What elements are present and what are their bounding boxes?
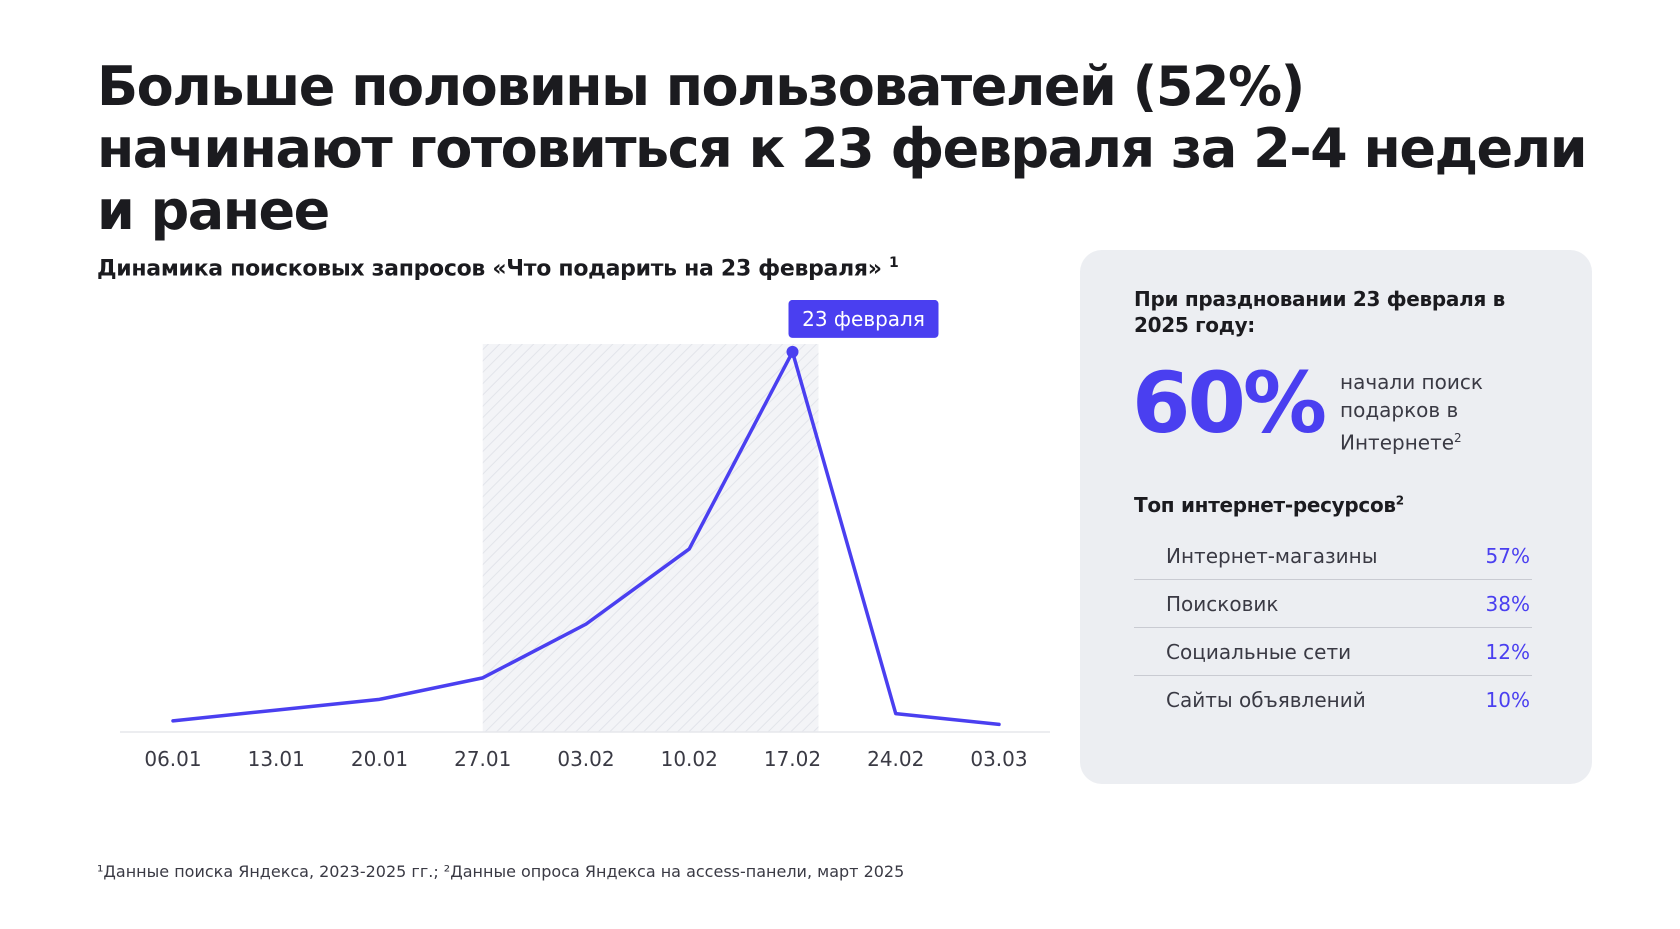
chart-title-text: Динамика поисковых запросов «Что подарит… xyxy=(97,256,882,282)
top-resources-footnote: 2 xyxy=(1395,493,1404,508)
peak-marker xyxy=(786,345,799,358)
resource-value: 10% xyxy=(1485,688,1530,712)
resource-name: Поисковик xyxy=(1166,591,1279,616)
big-stat-note: начали поиск подарков в Интернете2 xyxy=(1340,368,1540,457)
top-resources-heading: Топ интернет-ресурсов2 xyxy=(1134,493,1404,517)
x-tick-label: 10.02 xyxy=(661,747,718,771)
stats-card: При праздновании 23 февраля в 2025 году:… xyxy=(1080,250,1592,784)
line-chart: 06.01 13.01 20.01 27.01 03.02 10.02 17.02 24.02… xyxy=(120,300,1050,771)
page-title: Больше половины пользователей (52%) начи… xyxy=(97,55,1588,242)
resource-name: Сайты объявлений xyxy=(1166,688,1366,712)
x-tick-label: 27.01 xyxy=(454,747,511,771)
list-item: Интернет-магазины 57% xyxy=(1134,532,1532,580)
highlight-range xyxy=(482,344,819,732)
big-stat-value: 60% xyxy=(1132,354,1327,452)
x-tick-label: 24.02 xyxy=(867,747,924,771)
list-item: Сайты объявлений 10% xyxy=(1134,676,1532,724)
resource-name: Социальные сети xyxy=(1166,639,1352,664)
series-line xyxy=(171,350,1001,727)
top-resources-heading-text: Топ интернет-ресурсов xyxy=(1134,493,1396,517)
big-stat-note-text: начали поиск подарков в Интернете xyxy=(1340,370,1483,455)
x-tick-label: 06.01 xyxy=(144,747,201,771)
card-heading: При праздновании 23 февраля в 2025 году: xyxy=(1134,287,1506,337)
resources-list: Интернет-магазины 57% Поисковик 38% Соци… xyxy=(1134,532,1532,724)
chart-title-footnote-mark: 1 xyxy=(888,255,899,271)
x-tick-label: 13.01 xyxy=(248,747,305,771)
resource-value: 38% xyxy=(1485,591,1530,616)
resource-value: 12% xyxy=(1485,639,1530,664)
big-stat-note-footnote: 2 xyxy=(1454,431,1462,445)
x-tick-label: 20.01 xyxy=(351,747,408,771)
annotation-label: 23 февраля xyxy=(802,307,925,331)
footnote: ¹Данные поиска Яндекса, 2023-2025 гг.; ²… xyxy=(97,862,905,881)
list-item: Социальные сети 12% xyxy=(1134,628,1532,676)
x-tick-label: 17.02 xyxy=(764,747,821,771)
resource-name: Интернет-магазины xyxy=(1166,543,1378,568)
chart-title: Динамика поисковых запросов «Что подарит… xyxy=(97,255,899,282)
resource-value: 57% xyxy=(1485,543,1530,568)
list-item: Поисковик 38% xyxy=(1134,580,1532,628)
annotation-box xyxy=(788,300,939,338)
x-tick-label: 03.02 xyxy=(557,747,614,771)
x-tick-label: 03.03 xyxy=(970,747,1027,771)
